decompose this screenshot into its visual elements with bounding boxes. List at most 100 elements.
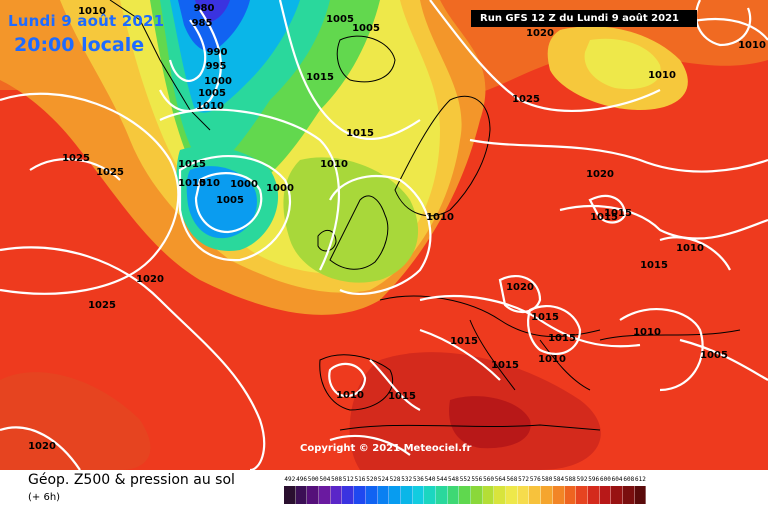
isobar-label: 1005 (700, 350, 728, 361)
scale-swatch (365, 486, 378, 504)
isobar-label: 1015 (640, 260, 668, 271)
scale-swatch (517, 486, 530, 504)
legend-subtitle: (+ 6h) (28, 492, 61, 503)
isobar-label: 1005 (352, 23, 380, 34)
scale-tick-label: 528 (389, 476, 401, 483)
scale-tick-label: 604 (611, 476, 623, 483)
scale-swatch (494, 486, 507, 504)
isobar-label: 990 (207, 47, 228, 58)
isobar-label: 1010 (78, 6, 106, 17)
scandinavia-coast (394, 95, 491, 217)
scale-swatch (377, 486, 390, 504)
isobar-1005-iceland-low (178, 155, 291, 262)
isobar-label: 1025 (96, 167, 124, 178)
isobar-label: 995 (206, 61, 227, 72)
color-scale-bars (284, 486, 647, 504)
central-europe-coast (379, 295, 601, 337)
balkans-coast (539, 339, 591, 391)
scale-swatch (435, 486, 448, 504)
scale-tick-label: 584 (553, 476, 565, 483)
isobar-label: 1015 (450, 336, 478, 347)
isobar-1010-turkey (619, 308, 704, 392)
isobar-label: 1015 (604, 208, 632, 219)
isobar-995-low (168, 19, 207, 82)
scale-swatch (284, 486, 296, 504)
isobar-label: 1000 (204, 76, 232, 87)
isobar-1015-north (278, 0, 421, 141)
scale-tick-label: 560 (483, 476, 494, 483)
color-scale-ticks: 492 496 500 504 508 512 516 520 524 528 532 536 540 5… (284, 476, 646, 486)
isobar-label: 1025 (88, 300, 116, 311)
scale-tick-label: 580 (541, 476, 553, 483)
isobar-1020-alps (498, 275, 542, 313)
isobar-label: 1005 (216, 195, 244, 206)
isobar-1015-small-east (588, 194, 627, 224)
isobar-label: 1015 (590, 212, 618, 223)
greenland-coast (109, 0, 211, 131)
scale-tick-label: 612 (635, 476, 646, 483)
scale-swatch (412, 486, 425, 504)
isobar-label: 985 (192, 18, 213, 29)
scale-tick-label: 568 (506, 476, 518, 483)
scale-tick-label: 524 (377, 476, 389, 483)
run-info-box: Run GFS 12 Z du Lundi 9 août 2021 (471, 10, 697, 27)
scale-swatch (319, 486, 331, 504)
scale-swatch (622, 486, 635, 504)
scale-swatch (400, 486, 413, 504)
scale-swatch (459, 486, 471, 504)
scale-tick-label: 492 (284, 476, 296, 483)
scale-tick-label: 552 (459, 476, 471, 483)
north-africa-coast (339, 424, 601, 431)
geopotential-field-east-yellow (584, 38, 661, 90)
isobar-label: 1015 (178, 159, 206, 170)
turkey-coast (599, 329, 741, 341)
isobar-1020-west (0, 92, 180, 295)
isobar-label: 1010 (538, 354, 566, 365)
scale-swatch (506, 486, 518, 504)
scale-tick-label: 496 (296, 476, 307, 483)
iceland-coast (336, 35, 396, 83)
scale-swatch (447, 486, 460, 504)
isobar-label: 1015 (531, 312, 559, 323)
isobar-1015-med (419, 328, 501, 381)
isobar-label: 1010 (633, 327, 661, 338)
isobar-label: 1010 (426, 212, 454, 223)
isobar-label: 1015 (306, 72, 334, 83)
scale-swatch (471, 486, 483, 504)
color-scale: 492 496 500 504 508 512 516 520 524 528 532 536 540 5… (284, 476, 647, 504)
isobar-label: 1025 (62, 153, 90, 164)
isobar-1025-scand (429, 0, 661, 113)
scale-tick-label: 544 (436, 476, 448, 483)
isobar-label: 1010 (320, 159, 348, 170)
isobar-1010-north-sea (329, 175, 432, 295)
scale-tick-label: 588 (564, 476, 576, 483)
scale-swatch (634, 486, 647, 504)
isobar-label: 1015 (388, 391, 416, 402)
scale-tick-label: 520 (366, 476, 378, 483)
isobar-label: 1025 (512, 94, 540, 105)
isobar-label: 980 (194, 3, 215, 14)
scale-swatch (354, 486, 366, 504)
geopotential-field-south-dark (449, 396, 531, 449)
scale-swatch (482, 486, 495, 504)
isobar-1015-iberia (369, 359, 421, 411)
scale-tick-label: 576 (529, 476, 541, 483)
isobar-label: 1020 (136, 274, 164, 285)
isobar-label: 1020 (586, 169, 614, 180)
scale-swatch (599, 486, 612, 504)
scale-swatch (307, 486, 320, 504)
isobar-label: 1005 (326, 14, 354, 25)
italy-coast (469, 319, 516, 391)
isobar-1005-se (679, 338, 768, 381)
forecast-time: 20:00 locale (14, 34, 145, 56)
isobar-1015-central (419, 294, 641, 348)
scale-tick-label: 572 (518, 476, 530, 483)
legend-title: Géop. Z500 & pression au sol (28, 472, 235, 488)
scale-swatch (576, 486, 588, 504)
scale-swatch (552, 486, 565, 504)
legend-footer: Géop. Z500 & pression au sol (+ 6h) 492 4… (0, 470, 768, 512)
isobar-1020-sw (0, 426, 81, 470)
isobar-label: 1010 (676, 243, 704, 254)
scale-swatch (541, 486, 553, 504)
